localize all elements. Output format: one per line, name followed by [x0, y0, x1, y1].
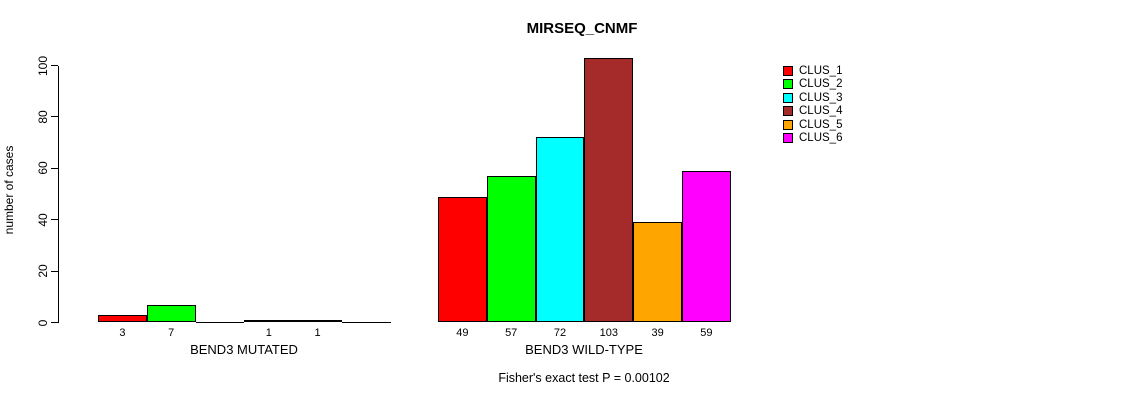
legend-label-clus_5: CLUS_5 — [799, 118, 843, 131]
legend-swatch-clus_5 — [783, 119, 793, 130]
bar-value-label-clus_2-mutated: 7 — [168, 326, 175, 339]
legend-label-clus_2: CLUS_2 — [799, 78, 843, 91]
legend-label-clus_4: CLUS_4 — [799, 105, 843, 118]
legend-swatch-clus_1 — [783, 66, 793, 76]
bar-clus_2-mutated — [146, 304, 196, 323]
y-tick-mark — [51, 322, 58, 323]
legend-swatch-clus_4 — [783, 106, 793, 117]
x-group-label-wildtype: BEND3 WILD-TYPE — [525, 342, 643, 357]
bar-clus_1-mutated — [98, 314, 147, 323]
legend-label-clus_6: CLUS_6 — [799, 132, 843, 144]
bar-value-label-clus_5-mutated: 1 — [314, 326, 321, 339]
bar-value-label-clus_1-mutated: 3 — [119, 326, 126, 339]
bar-value-label-clus_1-wildtype: 49 — [456, 326, 469, 339]
bar-clus_3-mutated-zero — [195, 321, 245, 323]
x-group-label-mutated: BEND3 MUTATED — [190, 342, 298, 357]
y-tick-mark — [51, 116, 58, 118]
bar-clus_6-wildtype — [682, 170, 731, 323]
legend-label-clus_1: CLUS_1 — [799, 65, 843, 77]
bar-value-label-clus_4-wildtype: 103 — [599, 326, 618, 339]
y-axis-line — [58, 65, 59, 323]
bar-clus_5-wildtype — [633, 222, 682, 323]
bar-value-label-clus_3-wildtype: 72 — [553, 326, 567, 339]
chart-title: MIRSEQ_CNMF — [526, 20, 638, 37]
legend-swatch-clus_3 — [783, 92, 793, 103]
y-tick-mark — [51, 219, 58, 221]
bar-clus_5-mutated — [293, 319, 342, 323]
bar-value-label-clus_5-wildtype: 39 — [651, 326, 664, 339]
bar-clus_4-wildtype — [584, 57, 634, 323]
bar-value-label-clus_2-wildtype: 57 — [505, 326, 518, 339]
bar-clus_6-mutated-zero — [342, 321, 391, 323]
bar-value-label-clus_6-wildtype: 59 — [700, 326, 713, 339]
bar-clus_2-wildtype — [486, 176, 536, 323]
bar-clus_4-mutated — [244, 319, 294, 323]
bar-value-label-clus_4-mutated: 1 — [265, 326, 272, 339]
y-tick-mark — [51, 270, 58, 272]
bar-clus_1-wildtype — [438, 196, 487, 323]
legend-label-clus_3: CLUS_3 — [799, 91, 843, 104]
fisher-test-annotation: Fisher's exact test P = 0.00102 — [498, 371, 670, 385]
bar-clus_3-wildtype — [535, 137, 585, 323]
legend-swatch-clus_2 — [783, 79, 793, 90]
legend-swatch-clus_6 — [783, 133, 793, 143]
y-tick-mark — [51, 167, 58, 169]
y-tick-mark — [51, 65, 58, 66]
